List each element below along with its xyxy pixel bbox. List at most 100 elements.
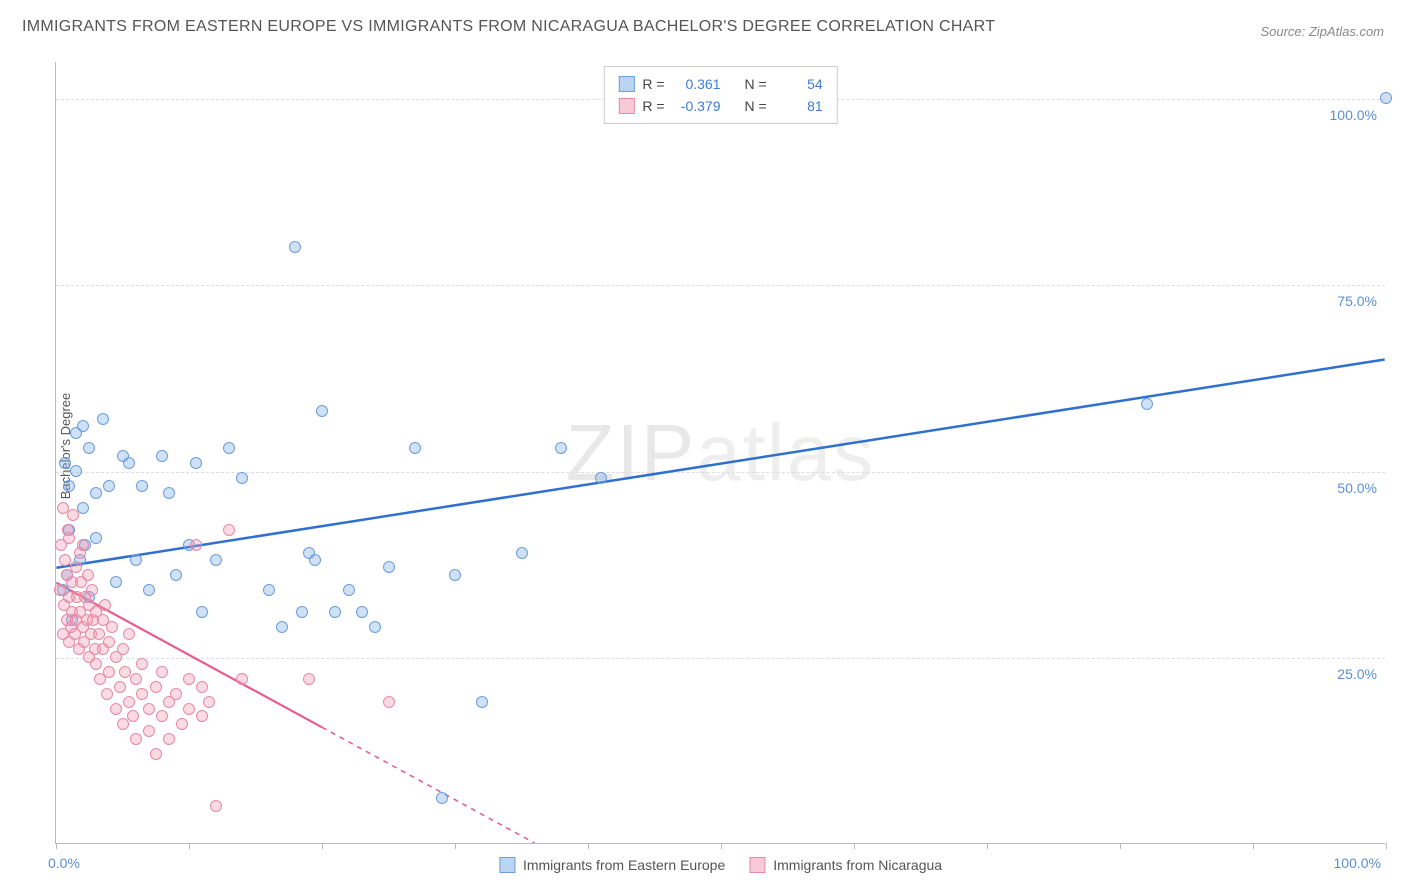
series-legend: Immigrants from Eastern Europe Immigrant… <box>499 857 942 873</box>
trendlines <box>56 62 1385 843</box>
x-tick <box>1120 843 1121 849</box>
y-tick-label: 50.0% <box>1337 480 1377 496</box>
gridline <box>56 285 1385 286</box>
x-tick <box>56 843 57 849</box>
data-point <box>516 547 528 559</box>
data-point <box>329 606 341 618</box>
data-point <box>156 710 168 722</box>
r-label-1: R = <box>642 73 664 95</box>
data-point <box>223 524 235 536</box>
data-point <box>555 442 567 454</box>
data-point <box>114 681 126 693</box>
data-point <box>90 487 102 499</box>
x-tick <box>189 843 190 849</box>
x-tick <box>854 843 855 849</box>
n-value-2: 81 <box>775 95 823 117</box>
legend-label-2: Immigrants from Nicaragua <box>773 857 942 873</box>
data-point <box>117 718 129 730</box>
data-point <box>83 442 95 454</box>
data-point <box>170 688 182 700</box>
data-point <box>190 457 202 469</box>
data-point <box>136 658 148 670</box>
r-value-1: 0.361 <box>673 73 721 95</box>
data-point <box>136 480 148 492</box>
data-point <box>103 636 115 648</box>
data-point <box>223 442 235 454</box>
legend-swatch-blue-icon <box>499 857 515 873</box>
data-point <box>70 465 82 477</box>
source-label: Source: ZipAtlas.com <box>1260 24 1384 39</box>
x-tick <box>721 843 722 849</box>
data-point <box>436 792 448 804</box>
legend-swatch-pink <box>618 98 634 114</box>
x-tick <box>1386 843 1387 849</box>
data-point <box>170 569 182 581</box>
data-point <box>143 703 155 715</box>
data-point <box>316 405 328 417</box>
data-point <box>127 710 139 722</box>
n-label-2: N = <box>745 95 767 117</box>
data-point <box>143 725 155 737</box>
data-point <box>99 599 111 611</box>
gridline <box>56 472 1385 473</box>
data-point <box>143 584 155 596</box>
n-value-1: 54 <box>775 73 823 95</box>
r-value-2: -0.379 <box>673 95 721 117</box>
n-label-1: N = <box>745 73 767 95</box>
x-tick <box>1253 843 1254 849</box>
data-point <box>190 539 202 551</box>
legend-row-1: R = 0.361 N = 54 <box>618 73 822 95</box>
data-point <box>97 413 109 425</box>
data-point <box>210 554 222 566</box>
data-point <box>101 688 113 700</box>
data-point <box>236 472 248 484</box>
data-point <box>163 487 175 499</box>
data-point <box>263 584 275 596</box>
data-point <box>196 710 208 722</box>
legend-item-eastern-europe: Immigrants from Eastern Europe <box>499 857 725 873</box>
data-point <box>156 450 168 462</box>
legend-swatch-pink-icon <box>749 857 765 873</box>
x-tick <box>455 843 456 849</box>
x-tick <box>987 843 988 849</box>
correlation-legend: R = 0.361 N = 54 R = -0.379 N = 81 <box>603 66 837 124</box>
data-point <box>123 696 135 708</box>
data-point <box>1380 92 1392 104</box>
data-point <box>90 532 102 544</box>
watermark-atlas: atlas <box>696 408 875 497</box>
data-point <box>236 673 248 685</box>
chart-title: IMMIGRANTS FROM EASTERN EUROPE VS IMMIGR… <box>22 18 995 36</box>
data-point <box>70 561 82 573</box>
plot-area: ZIPatlas 25.0%50.0%75.0%100.0% 0.0% 100.… <box>55 62 1385 844</box>
data-point <box>383 696 395 708</box>
data-point <box>103 666 115 678</box>
data-point <box>77 420 89 432</box>
data-point <box>150 681 162 693</box>
chart-container: IMMIGRANTS FROM EASTERN EUROPE VS IMMIGR… <box>0 0 1406 892</box>
data-point <box>476 696 488 708</box>
data-point <box>276 621 288 633</box>
r-label-2: R = <box>642 95 664 117</box>
data-point <box>210 800 222 812</box>
data-point <box>86 584 98 596</box>
data-point <box>449 569 461 581</box>
data-point <box>103 480 115 492</box>
data-point <box>63 532 75 544</box>
data-point <box>383 561 395 573</box>
data-point <box>309 554 321 566</box>
x-axis-label-0: 0.0% <box>48 855 80 871</box>
data-point <box>150 748 162 760</box>
data-point <box>123 457 135 469</box>
legend-row-2: R = -0.379 N = 81 <box>618 95 822 117</box>
data-point <box>163 733 175 745</box>
data-point <box>67 509 79 521</box>
data-point <box>117 643 129 655</box>
watermark: ZIPatlas <box>566 407 875 499</box>
data-point <box>356 606 368 618</box>
legend-item-nicaragua: Immigrants from Nicaragua <box>749 857 942 873</box>
data-point <box>130 733 142 745</box>
x-tick <box>322 843 323 849</box>
data-point <box>183 673 195 685</box>
data-point <box>369 621 381 633</box>
data-point <box>136 688 148 700</box>
